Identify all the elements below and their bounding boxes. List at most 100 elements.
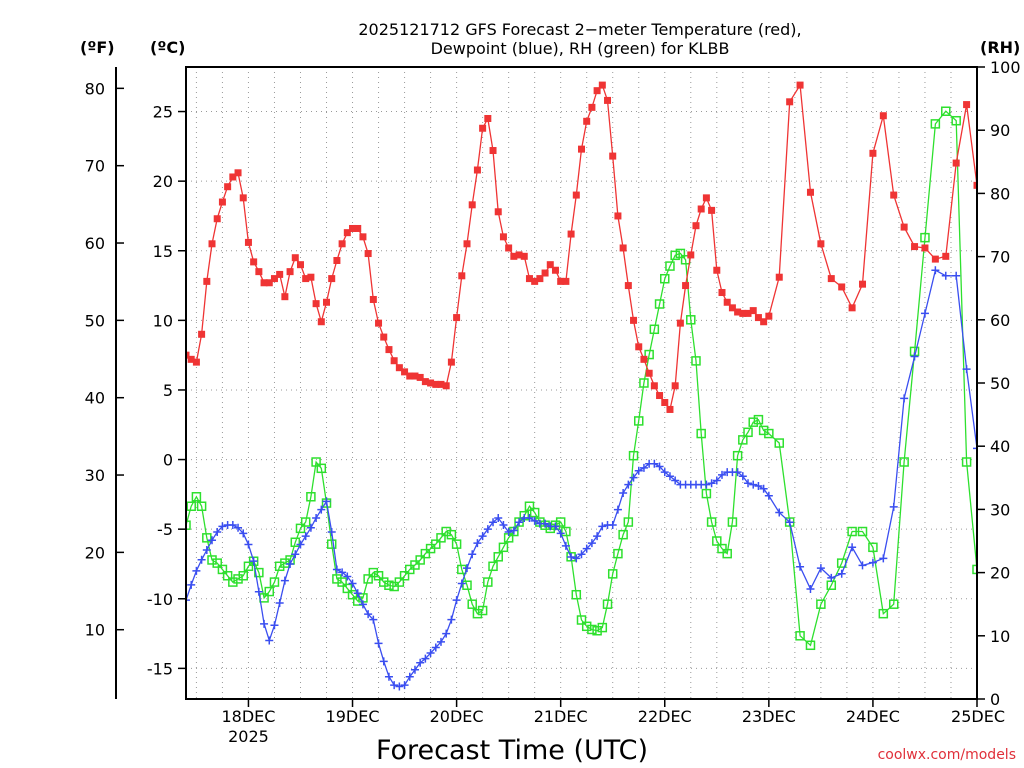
temperature-point: [395, 364, 403, 372]
dewpoint-point: [254, 587, 263, 596]
series-layer: [186, 81, 977, 691]
rh-point: [363, 574, 373, 584]
temperature-point: [281, 293, 289, 301]
rh-point: [477, 605, 488, 616]
dewpoint-point: [837, 569, 846, 578]
dewpoint-point: [442, 629, 451, 638]
rh-point: [420, 548, 431, 559]
dewpoint-point: [900, 394, 909, 403]
temperature-point: [416, 373, 424, 381]
dewpoint-point: [473, 539, 482, 548]
temperature-point: [859, 280, 867, 288]
rh-point: [633, 416, 644, 426]
temperature-point: [635, 343, 643, 351]
temperature-point: [260, 279, 268, 287]
rh-point: [186, 501, 196, 511]
axis-ticks: 2520151050-5-10-158070605040302010100908…: [85, 58, 1021, 746]
dewpoint-point: [572, 554, 581, 563]
temperature-point: [749, 307, 757, 315]
temperature-point: [744, 309, 752, 317]
fahrenheit-tick-label: 40: [85, 389, 105, 408]
dewpoint-point: [343, 572, 352, 581]
dewpoint-point: [192, 566, 201, 575]
rh-point: [342, 583, 353, 594]
rh-point: [597, 622, 608, 633]
fahrenheit-tick-label: 80: [85, 79, 105, 98]
rh-point: [868, 542, 878, 553]
temperature-point: [401, 368, 409, 376]
dewpoint-point: [827, 573, 836, 582]
temperature-point: [687, 251, 695, 259]
rh-point: [665, 261, 675, 271]
chart-title-line2: Dewpoint (blue), RH (green) for KLBB: [431, 39, 730, 58]
temperature-point: [536, 275, 544, 283]
dewpoint-point: [702, 480, 711, 489]
temperature-point: [541, 269, 549, 277]
rh-point: [384, 580, 394, 590]
temperature-point: [473, 166, 481, 174]
rh-point: [941, 106, 951, 116]
temperature-point: [728, 304, 736, 312]
temperature-point: [390, 357, 398, 365]
rh-point: [399, 571, 410, 581]
rh-point: [280, 558, 290, 568]
dewpoint-point: [525, 514, 534, 523]
temperature-point: [640, 355, 648, 363]
temperature-point: [224, 183, 232, 191]
dewpoint-point: [556, 529, 565, 538]
plot-frame: [185, 66, 978, 700]
celsius-tick-label: -5: [157, 520, 173, 539]
rh-point: [764, 428, 774, 439]
dewpoint-point: [624, 480, 633, 489]
fahrenheit-tick-label: 60: [85, 234, 105, 253]
temperature-point: [578, 145, 585, 153]
rh-point: [233, 574, 243, 584]
celsius-tick-label: 25: [153, 103, 173, 122]
dewpoint-point: [234, 523, 243, 532]
temperature-point: [718, 289, 726, 297]
temperature-series: [186, 81, 977, 413]
dewpoint-point: [374, 639, 383, 648]
temperature-point: [307, 273, 315, 281]
dewpoint-point: [504, 527, 513, 536]
rh-point: [243, 561, 254, 572]
temperature-point: [453, 314, 461, 322]
x-tick-label: 25DEC: [951, 707, 1005, 726]
temperature-point: [437, 380, 445, 388]
rh-point: [623, 517, 634, 527]
dewpoint-point: [301, 532, 310, 541]
rh-point: [686, 315, 696, 325]
dewpoint-point: [410, 665, 419, 674]
temperature-point: [302, 275, 310, 283]
dewpoint-point: [213, 527, 222, 536]
temperature-point: [338, 240, 346, 248]
temperature-point: [952, 159, 960, 167]
rh-point: [961, 457, 972, 467]
dewpoint-point: [629, 473, 638, 482]
dewpoint-point: [379, 657, 388, 666]
rh-point: [628, 450, 639, 461]
temperature-point: [510, 252, 518, 260]
rh-point: [816, 599, 826, 609]
temperature-point: [458, 272, 466, 280]
dewpoint-point: [889, 502, 898, 511]
fahrenheit-tick-label: 50: [85, 311, 105, 330]
fahrenheit-unit-label: (ºF): [80, 38, 115, 57]
temperature-point: [333, 256, 341, 264]
rh-point: [290, 537, 301, 548]
rh-tick-label: 90: [990, 121, 1010, 140]
temperature-point: [697, 205, 705, 213]
dewpoint-point: [218, 522, 227, 531]
temperature-point: [931, 255, 939, 263]
dewpoint-point: [249, 557, 258, 566]
dewpoint-point: [265, 636, 274, 645]
temperature-point: [671, 382, 679, 390]
rh-tick-label: 100: [990, 58, 1021, 77]
temperature-point: [572, 191, 580, 199]
temperature-point: [468, 201, 476, 209]
temperature-point: [806, 188, 814, 196]
dewpoint-point: [608, 520, 617, 529]
rh-point: [441, 526, 451, 537]
dewpoint-point: [364, 610, 373, 619]
